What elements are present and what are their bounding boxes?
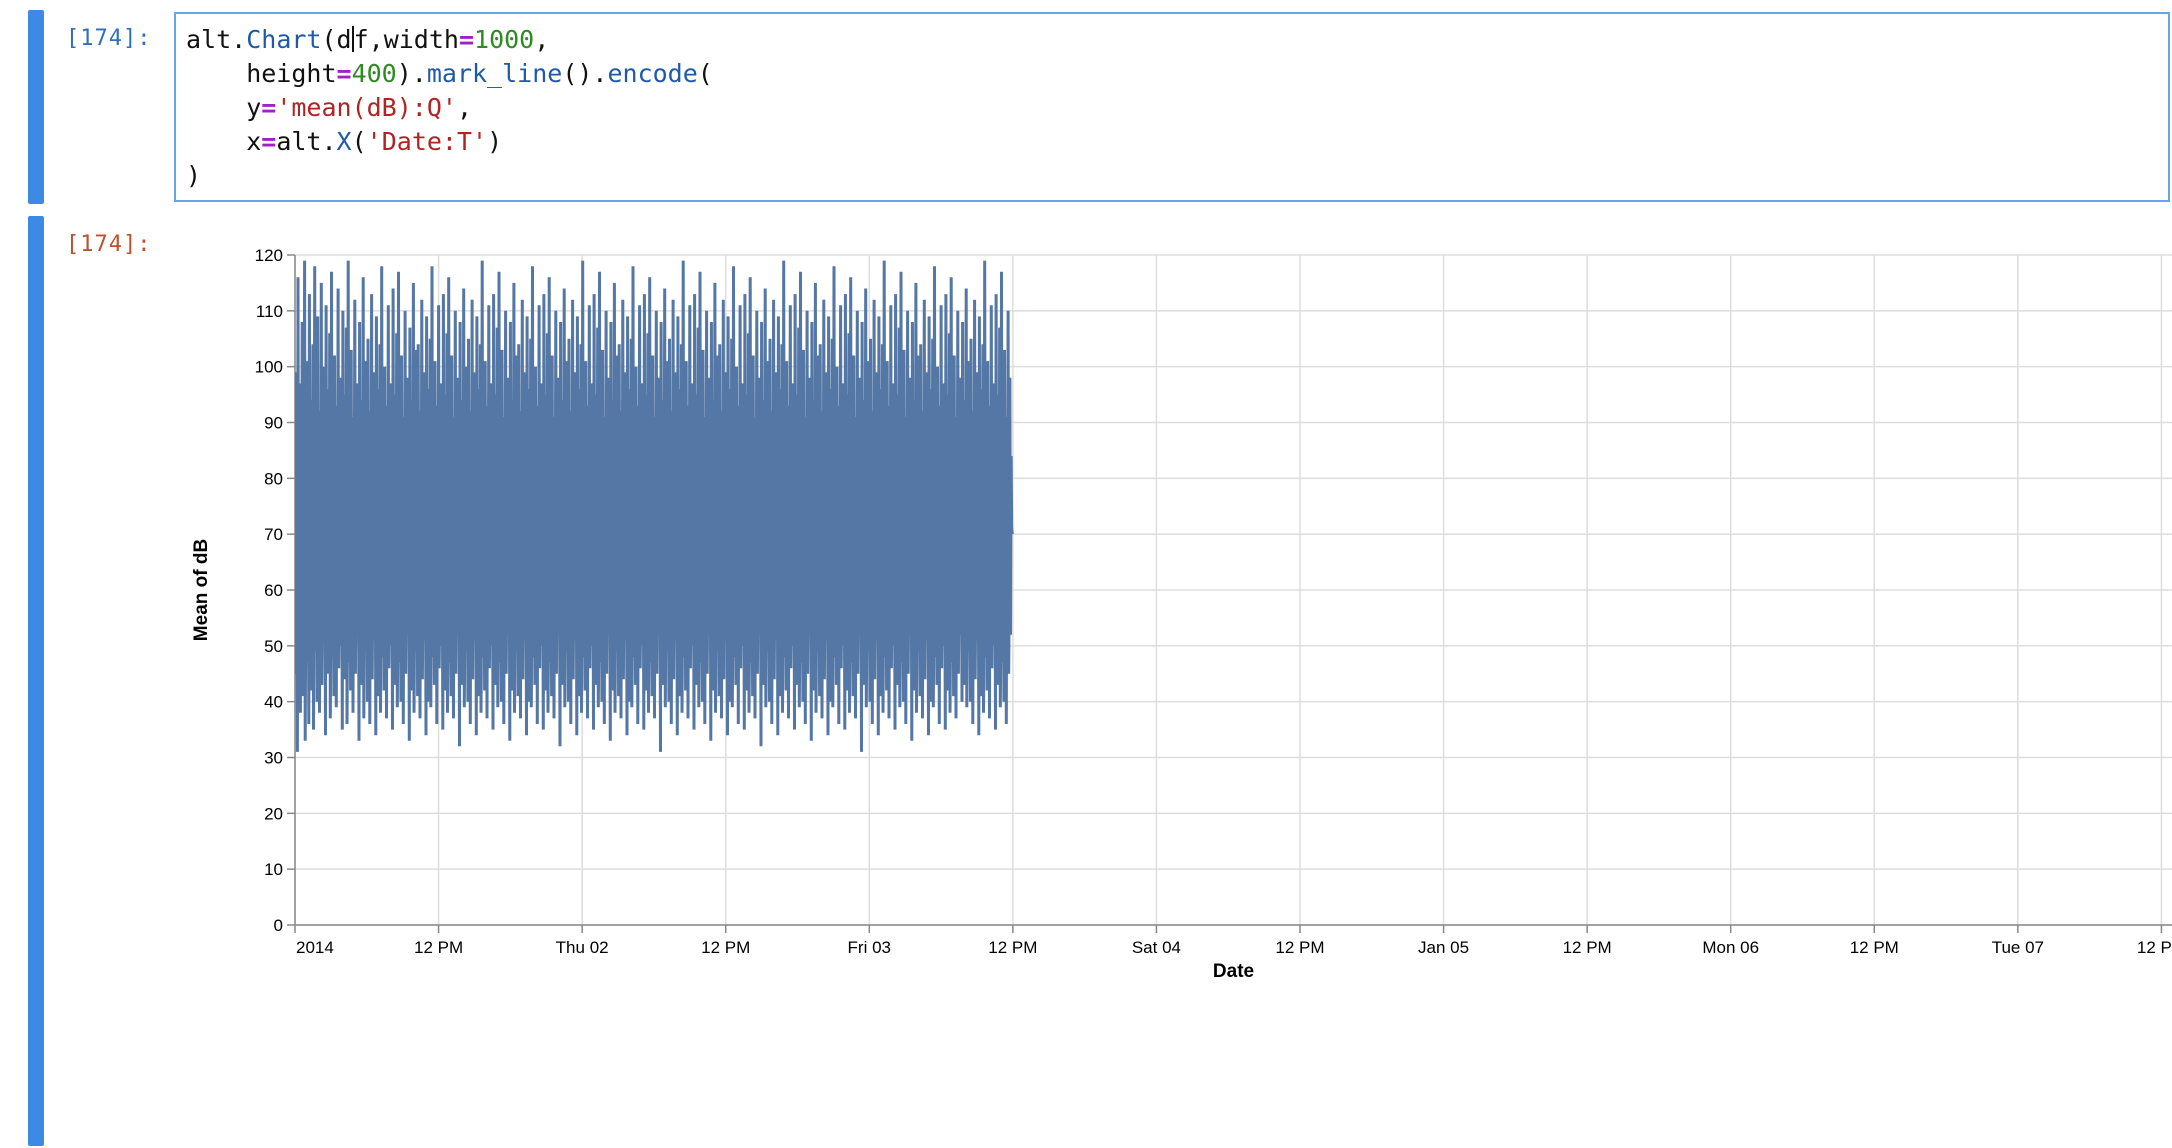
y-tick-label: 0 <box>274 916 283 935</box>
code-line-3: y='mean(dB):Q', <box>186 93 473 122</box>
x-tick-label: Thu 02 <box>556 938 609 957</box>
series-line <box>295 260 1014 752</box>
y-tick-label: 100 <box>255 358 283 377</box>
code-line-1: alt.Chart(df,width=1000, <box>186 25 550 54</box>
y-tick-label: 20 <box>264 804 283 823</box>
x-tick-label: 12 PM <box>1563 938 1612 957</box>
x-tick-label: 12 PM <box>988 938 1037 957</box>
x-tick-label: 12 PM <box>701 938 750 957</box>
line-chart: 0 10 20 30 40 50 60 70 80 90 100 110 120 2014 12 PM Thu… <box>191 246 2172 982</box>
x-tick-label: Sat 04 <box>1132 938 1181 957</box>
y-tick-label: 70 <box>264 525 283 544</box>
x-tick-label: 12 PM <box>1850 938 1899 957</box>
y-tick-label: 10 <box>264 860 283 879</box>
x-axis-title: Date <box>1213 961 1254 982</box>
input-cell-selection-bar[interactable] <box>28 10 44 204</box>
x-tick-label: Mon 06 <box>1702 938 1759 957</box>
y-tick-label: 110 <box>256 302 283 321</box>
y-tick-label: 60 <box>264 581 283 600</box>
x-tick-label: Tue 07 <box>1992 938 2044 957</box>
code-editor[interactable]: alt.Chart(df,width=1000, height=400).mar… <box>174 12 2170 202</box>
code-text[interactable]: alt.Chart(df,width=1000, height=400).mar… <box>176 14 2168 193</box>
output-cell-selection-bar[interactable] <box>28 216 44 1146</box>
text-cursor <box>351 26 354 52</box>
y-axis-title: Mean of dB <box>191 539 212 641</box>
code-line-4: x=alt.X('Date:T') <box>186 127 503 156</box>
y-tick-label: 40 <box>264 693 283 712</box>
y-tick-label: 50 <box>264 637 283 656</box>
x-tick-label: Jan 05 <box>1418 938 1469 957</box>
y-tick-label: 30 <box>264 749 283 768</box>
y-tick-label: 120 <box>255 246 283 265</box>
x-tick-label: 12 PM <box>2137 938 2172 957</box>
x-tick-label: Fri 03 <box>848 938 891 957</box>
y-tick-label: 80 <box>264 469 283 488</box>
x-tick-label: 2014 <box>296 938 334 957</box>
altair-chart: 0 10 20 30 40 50 60 70 80 90 100 110 120 2014 12 PM Thu… <box>174 222 2172 1148</box>
input-prompt: [174]: <box>66 26 152 51</box>
code-line-5: ) <box>186 161 202 190</box>
x-tick-label: 12 PM <box>414 938 463 957</box>
code-line-2: height=400).mark_line().encode( <box>186 59 713 88</box>
x-tick-label: 12 PM <box>1275 938 1324 957</box>
output-prompt: [174]: <box>66 232 152 257</box>
y-tick-label: 90 <box>264 414 283 433</box>
